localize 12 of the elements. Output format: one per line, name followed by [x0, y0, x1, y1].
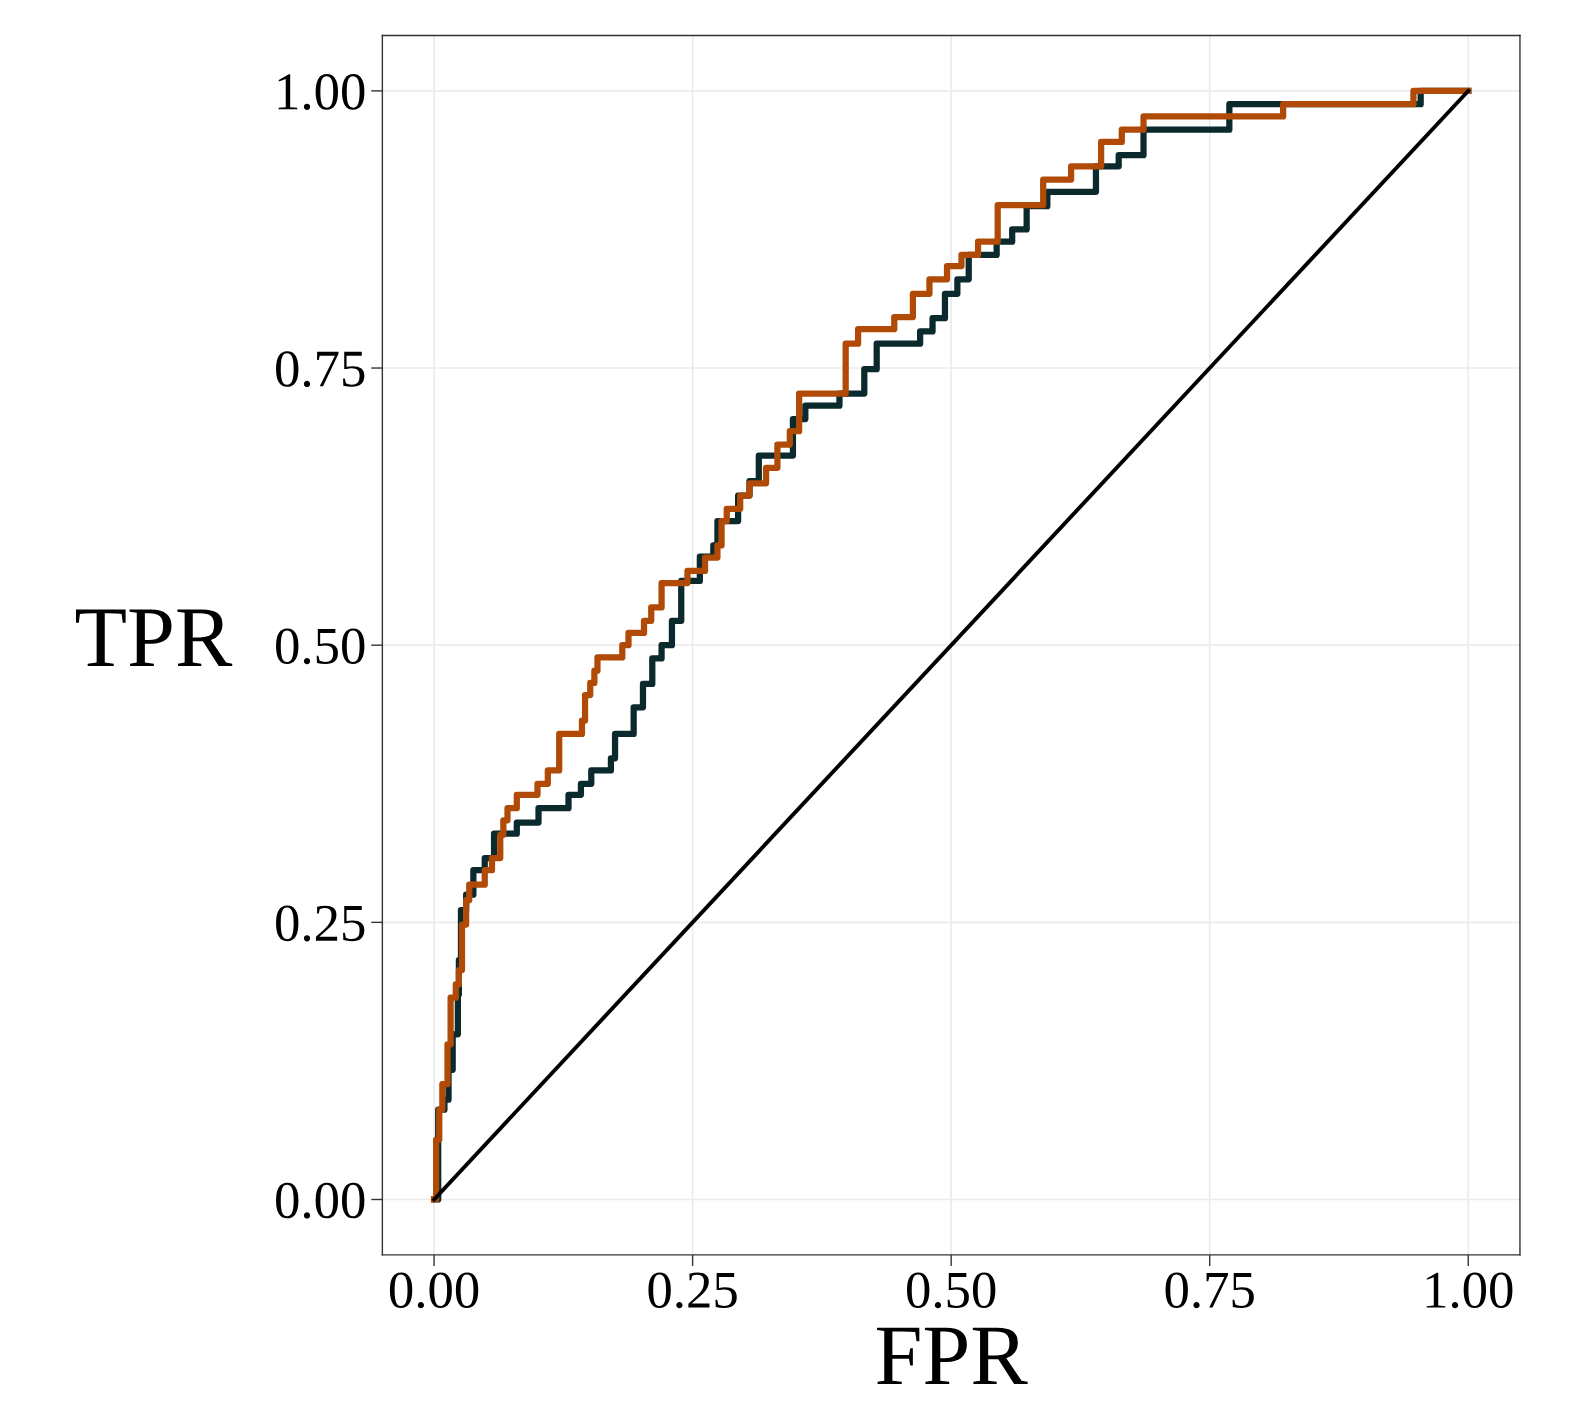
y-tick-label: 0.75	[276, 351, 365, 388]
x-axis-title: FPR	[877, 1327, 1028, 1385]
y-tick-label: 0.25	[276, 905, 365, 942]
y-axis-title: TPR	[76, 609, 233, 666]
y-tick-label: 1.00	[278, 74, 365, 110]
x-tick-label: 1.00	[1426, 1272, 1513, 1309]
x-tick-label: 0.25	[648, 1272, 737, 1309]
x-tick-label: 0.00	[389, 1272, 479, 1309]
y-tick-label: 0.00	[276, 1182, 365, 1219]
x-tick-label: 0.75	[1165, 1272, 1254, 1309]
x-tick-label: 0.50	[906, 1272, 996, 1309]
y-tick-label: 0.50	[276, 628, 365, 665]
